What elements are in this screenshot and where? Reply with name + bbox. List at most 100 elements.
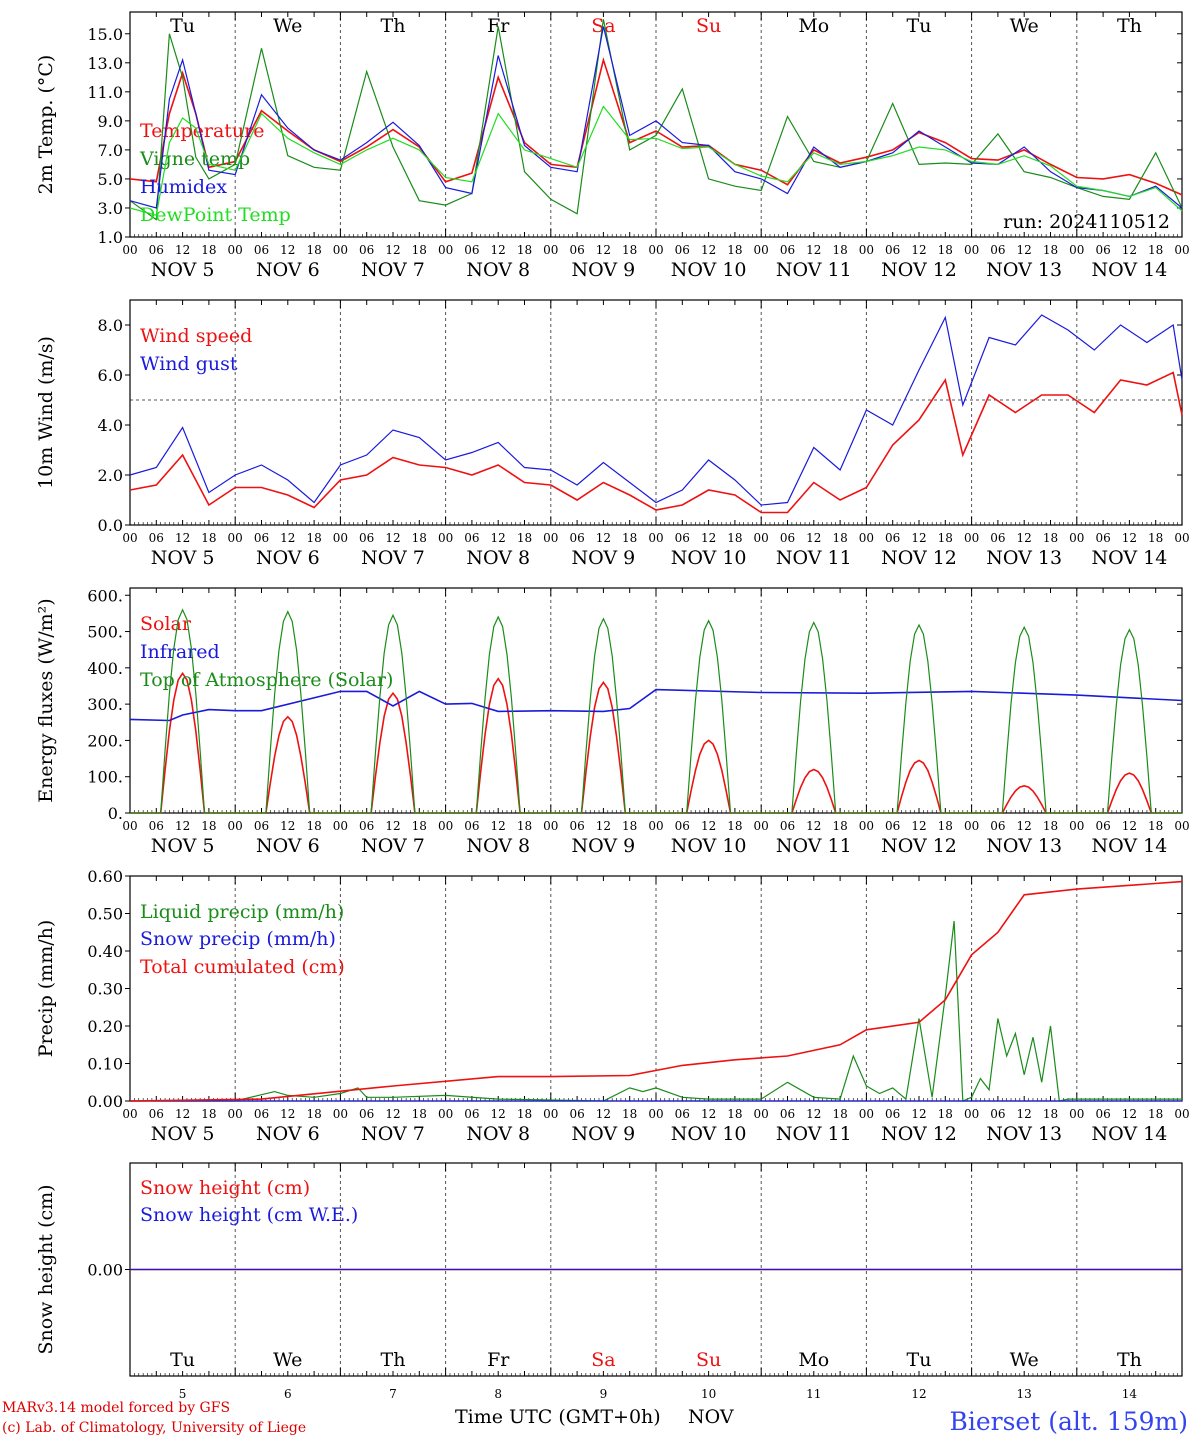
x-hour-label: 12	[175, 531, 190, 545]
x-day-label: NOV 8	[466, 259, 530, 281]
x-hour-label: 18	[622, 243, 637, 257]
series-line	[129, 56, 1183, 196]
x-day-label: NOV 5	[151, 547, 215, 569]
x-day-number: 8	[494, 1387, 502, 1401]
x-day-label: NOV 12	[881, 835, 957, 857]
x-hour-label: 12	[1017, 1107, 1032, 1121]
x-hour-label: 18	[1043, 819, 1058, 833]
legend-entry: Temperature	[140, 120, 264, 142]
x-day-label: NOV 12	[881, 1123, 957, 1145]
x-hour-label: 00	[859, 243, 874, 257]
x-hour-label: 18	[1148, 531, 1163, 545]
x-hour-label: 00	[1174, 243, 1189, 257]
x-day-label: NOV 11	[776, 835, 852, 857]
chart-panel-2: 0.0 2.0 4.0 6.0 8.0 10m Wind (m/s) 00 06 12 18 00 0…	[35, 299, 1190, 569]
x-hour-label: 06	[675, 243, 690, 257]
y-axis-title: 10m Wind (m/s)	[35, 336, 57, 489]
x-hour-label: 00	[964, 819, 979, 833]
plot-frame	[129, 299, 1183, 526]
y-tick-label: 5.0	[98, 170, 123, 189]
legend-entry: Infrared	[140, 641, 220, 663]
x-hour-label: 18	[1148, 1107, 1163, 1121]
x-day-label: NOV 13	[986, 1123, 1062, 1145]
x-hour-label: 18	[832, 1107, 847, 1121]
y-tick-label: 7.0	[98, 141, 123, 160]
x-day-label: NOV 7	[361, 547, 425, 569]
chart-panel-1: 1.0 3.0 5.0 7.0 9.0 11.0 13.0 15.0 2m Temp. (°C)…	[35, 11, 1190, 281]
x-hour-label: 12	[1122, 531, 1137, 545]
y-tick-label: 11.0	[87, 83, 123, 102]
x-day-label: NOV 13	[986, 547, 1062, 569]
y-tick-label: 0.10	[87, 1055, 123, 1074]
weekday-label: We	[1010, 1349, 1039, 1371]
x-hour-label: 12	[1122, 819, 1137, 833]
x-hour-label: 00	[1174, 531, 1189, 545]
series-line	[129, 314, 1183, 506]
x-hour-label: 00	[438, 243, 453, 257]
x-hour-label: 00	[964, 1107, 979, 1121]
x-hour-label: 00	[1069, 1107, 1084, 1121]
x-hour-label: 00	[543, 531, 558, 545]
legend-entry: Snow precip (mm/h)	[140, 928, 336, 950]
weekday-label: Th	[381, 15, 406, 37]
x-hour-label: 06	[464, 531, 479, 545]
x-hour-label: 06	[569, 819, 584, 833]
x-day-number: 6	[284, 1387, 292, 1401]
y-tick-label: 400.	[87, 659, 123, 678]
x-hour-label: 12	[596, 531, 611, 545]
x-hour-label: 12	[280, 243, 295, 257]
x-hour-label: 18	[1043, 531, 1058, 545]
x-hour-label: 18	[622, 531, 637, 545]
x-hour-label: 12	[806, 819, 821, 833]
x-hour-label: 18	[306, 531, 321, 545]
x-hour-label: 06	[990, 1107, 1005, 1121]
x-hour-label: 18	[832, 819, 847, 833]
x-hour-label: 00	[754, 243, 769, 257]
y-tick-label: 15.0	[87, 25, 123, 44]
x-hour-label: 12	[175, 819, 190, 833]
x-hour-label: 18	[201, 243, 216, 257]
y-tick-label: 0.50	[87, 905, 123, 924]
x-day-label: NOV 13	[986, 259, 1062, 281]
x-hour-label: 18	[938, 243, 953, 257]
x-hour-label: 12	[701, 531, 716, 545]
x-hour-label: 00	[333, 243, 348, 257]
x-hour-label: 06	[569, 1107, 584, 1121]
x-hour-label: 06	[149, 243, 164, 257]
x-hour-label: 18	[201, 531, 216, 545]
x-hour-label: 00	[122, 819, 137, 833]
x-day-number: 7	[389, 1387, 397, 1401]
x-hour-label: 00	[122, 1107, 137, 1121]
y-tick-label: 300.	[87, 695, 123, 714]
x-hour-label: 00	[754, 819, 769, 833]
x-hour-label: 12	[806, 243, 821, 257]
y-tick-label: 100.	[87, 768, 123, 787]
y-axis-title: Energy fluxes (W/m²)	[35, 598, 57, 802]
x-hour-label: 18	[517, 531, 532, 545]
x-hour-label: 12	[385, 819, 400, 833]
x-hour-label: 18	[832, 531, 847, 545]
x-hour-label: 00	[543, 1107, 558, 1121]
weekday-label: Sa	[591, 15, 615, 37]
x-hour-label: 12	[911, 1107, 926, 1121]
x-day-number: 10	[701, 1387, 716, 1401]
legend-entry: Wind gust	[140, 353, 238, 375]
y-axis-title: Snow height (cm)	[35, 1184, 57, 1354]
y-tick-label: 8.0	[98, 316, 123, 335]
x-hour-label: 06	[990, 531, 1005, 545]
x-day-number: 5	[179, 1387, 187, 1401]
x-hour-label: 18	[938, 819, 953, 833]
x-day-label: NOV 9	[572, 547, 636, 569]
x-hour-label: 12	[491, 819, 506, 833]
x-hour-label: 06	[149, 531, 164, 545]
x-hour-label: 12	[596, 243, 611, 257]
series-line	[129, 105, 1183, 216]
x-hour-label: 06	[569, 243, 584, 257]
y-tick-label: 0.60	[87, 867, 123, 886]
y-tick-label: 0.20	[87, 1017, 123, 1036]
legend-entry: Wind speed	[140, 325, 252, 347]
y-tick-label: 0.00	[87, 1092, 123, 1111]
weekday-label: Fr	[487, 1349, 510, 1371]
chart-panel-3: 0. 100. 200. 300. 400. 500. 600. Energy fluxes …	[35, 586, 1190, 857]
